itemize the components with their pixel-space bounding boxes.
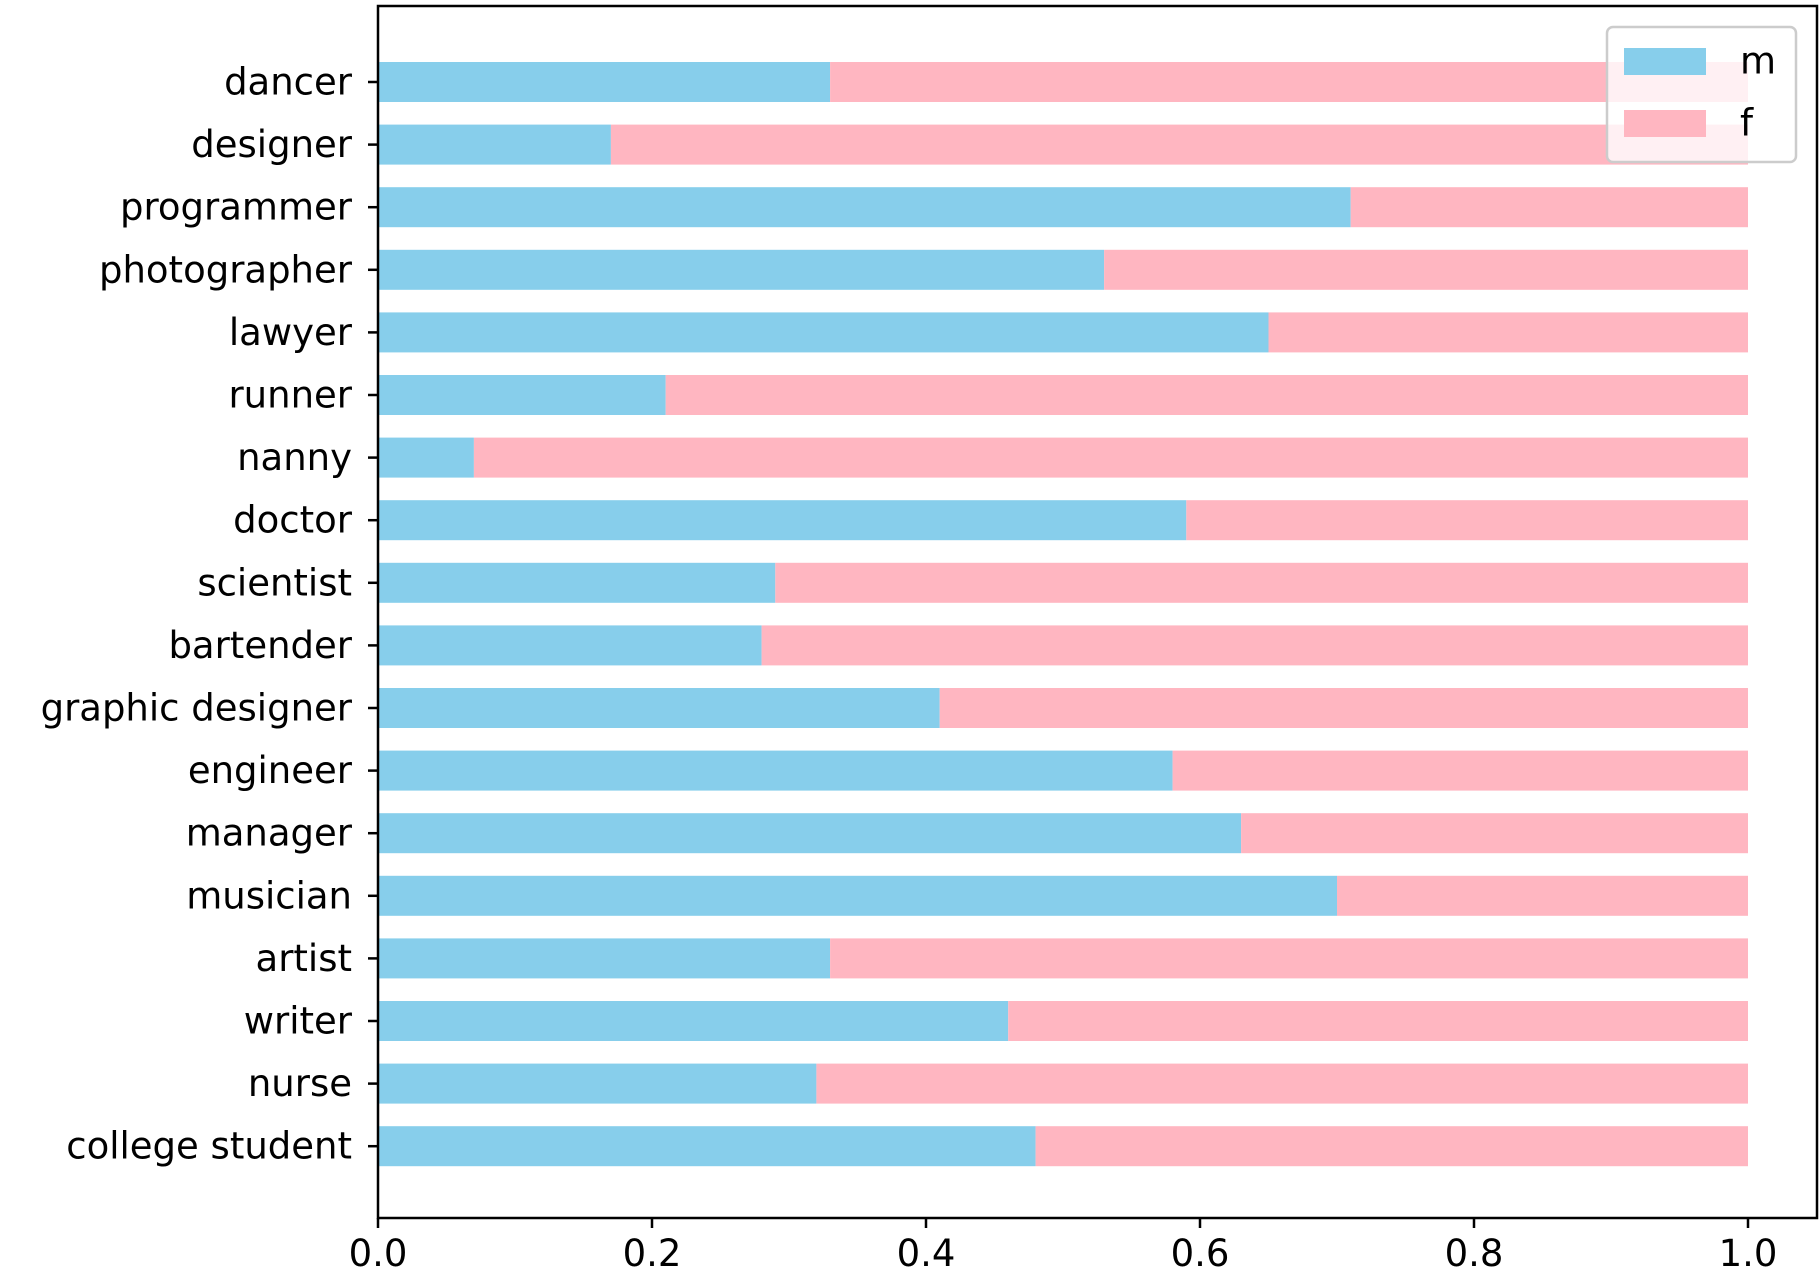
bar-m-lawyer	[378, 312, 1269, 353]
bar-f-writer	[1008, 1001, 1748, 1041]
bar-m-dancer	[378, 62, 831, 102]
bar-f-scientist	[775, 562, 1748, 603]
bar-m-artist	[378, 938, 831, 979]
bar-f-dancer	[830, 62, 1748, 102]
y-tick-label-dancer: dancer	[224, 61, 353, 104]
y-tick-label-artist: artist	[256, 937, 352, 980]
bar-m-nurse	[378, 1063, 817, 1104]
bar-f-programmer	[1350, 187, 1748, 228]
y-tick-label-manager: manager	[186, 812, 353, 855]
bar-m-photographer	[378, 249, 1105, 290]
y-tick-label-bartender: bartender	[168, 624, 352, 667]
bar-f-doctor	[1186, 500, 1748, 541]
x-tick-label-0: 0.0	[349, 1232, 408, 1275]
x-tick-label-2: 0.4	[897, 1232, 956, 1275]
bar-f-runner	[665, 375, 1749, 415]
bar-m-runner	[378, 375, 666, 415]
y-tick-label-nanny: nanny	[237, 436, 352, 479]
y-tick-label-runner: runner	[228, 374, 352, 417]
bar-m-designer	[378, 124, 611, 165]
bar-m-writer	[378, 1001, 1009, 1041]
y-tick-label-graphic-designer: graphic designer	[41, 687, 353, 730]
x-tick-label-4: 0.8	[1445, 1232, 1504, 1275]
x-tick-label-1: 0.2	[623, 1232, 682, 1275]
y-tick-label-writer: writer	[244, 1000, 353, 1043]
y-tick-label-photographer: photographer	[99, 248, 353, 291]
bar-m-engineer	[378, 750, 1173, 791]
bar-m-college-student	[378, 1126, 1036, 1167]
legend-label-m: m	[1740, 40, 1776, 83]
x-tick-label-3: 0.6	[1171, 1232, 1230, 1275]
bar-m-bartender	[378, 625, 762, 666]
bar-f-lawyer	[1268, 312, 1748, 353]
bar-f-designer	[610, 124, 1748, 165]
y-tick-label-scientist: scientist	[197, 561, 352, 604]
legend-swatch-m	[1624, 48, 1706, 75]
x-tick-label-5: 1.0	[1719, 1232, 1778, 1275]
bar-m-doctor	[378, 500, 1187, 541]
bar-m-scientist	[378, 562, 776, 603]
legend: mf	[1605, 25, 1798, 164]
bar-f-manager	[1241, 813, 1748, 854]
bar-m-manager	[378, 813, 1242, 854]
legend-label-f: f	[1740, 102, 1754, 145]
legend-swatch-f	[1624, 110, 1706, 137]
bar-m-graphic-designer	[378, 688, 940, 728]
bar-f-engineer	[1172, 750, 1748, 791]
y-tick-label-designer: designer	[191, 123, 353, 166]
bar-f-graphic-designer	[939, 688, 1748, 728]
y-tick-label-nurse: nurse	[248, 1062, 352, 1105]
bar-m-programmer	[378, 187, 1351, 228]
bar-m-nanny	[378, 437, 474, 478]
y-tick-label-lawyer: lawyer	[229, 311, 353, 354]
bars-layer	[378, 62, 1749, 1167]
bar-f-photographer	[1104, 249, 1748, 290]
plot-frame	[376, 4, 1819, 1220]
bar-f-nanny	[473, 437, 1748, 478]
y-tick-label-doctor: doctor	[233, 499, 353, 542]
bar-m-musician	[378, 875, 1337, 916]
axes-layer: dancer designer programmer photographer lawy…	[41, 4, 1819, 1275]
y-tick-label-college-student: college student	[66, 1125, 352, 1168]
y-tick-label-musician: musician	[186, 874, 352, 917]
bar-f-musician	[1337, 875, 1748, 916]
y-tick-label-programmer: programmer	[120, 186, 353, 229]
y-tick-label-engineer: engineer	[188, 749, 353, 792]
bar-f-artist	[830, 938, 1748, 979]
bar-f-college-student	[1035, 1126, 1748, 1167]
bar-f-nurse	[816, 1063, 1748, 1104]
bar-f-bartender	[761, 625, 1748, 666]
